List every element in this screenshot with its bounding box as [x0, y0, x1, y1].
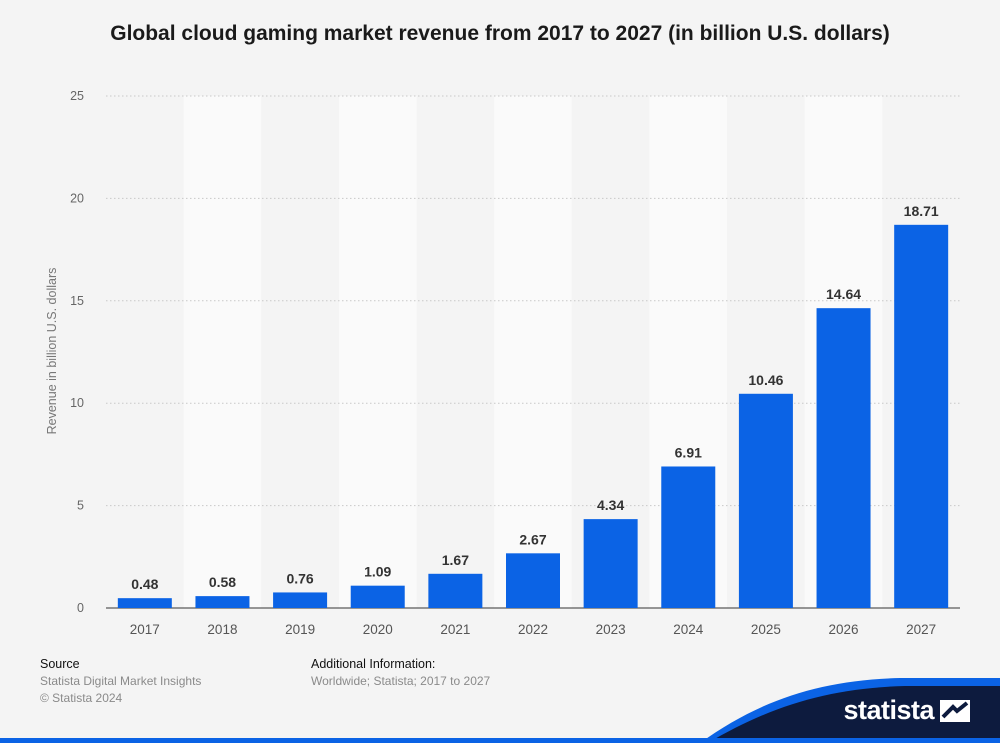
bar[interactable] [661, 466, 716, 608]
source-block: Source Statista Digital Market Insights … [40, 656, 201, 707]
data-label: 18.71 [904, 203, 939, 219]
bar[interactable] [195, 596, 250, 608]
column-band [183, 96, 262, 608]
y-tick-label: 15 [70, 294, 84, 308]
copyright-line: © Statista 2024 [40, 691, 123, 705]
bar[interactable] [816, 308, 871, 608]
column-band [494, 96, 572, 608]
x-tick-label: 2020 [363, 622, 393, 637]
bar[interactable] [117, 598, 172, 608]
bar[interactable] [506, 553, 560, 608]
y-tick-label: 0 [77, 601, 84, 615]
bar[interactable] [350, 585, 405, 608]
x-tick-label: 2021 [440, 622, 470, 637]
bar[interactable] [894, 224, 949, 608]
data-label: 1.09 [364, 564, 391, 580]
y-tick-label: 10 [70, 396, 84, 410]
bar[interactable] [428, 573, 483, 608]
x-tick-label: 2024 [673, 622, 704, 637]
data-label: 1.67 [442, 552, 469, 568]
data-label: 0.48 [131, 576, 158, 592]
x-tick-label: 2022 [518, 622, 548, 637]
column-band [338, 96, 417, 608]
y-axis-label: Revenue in billion U.S. dollars [45, 268, 59, 435]
data-label: 4.34 [597, 497, 624, 513]
x-tick-label: 2026 [829, 622, 859, 637]
bar[interactable] [738, 393, 793, 608]
source-heading: Source [40, 657, 80, 671]
y-tick-label: 20 [70, 191, 84, 205]
x-tick-label: 2017 [130, 622, 160, 637]
chart-title: Global cloud gaming market revenue from … [110, 22, 890, 45]
data-label: 6.91 [675, 444, 702, 460]
data-label: 0.76 [286, 570, 313, 586]
y-tick-label: 5 [77, 499, 84, 513]
y-tick-label: 25 [70, 89, 84, 103]
column-band [106, 96, 184, 608]
bar[interactable] [273, 592, 328, 608]
x-tick-label: 2025 [751, 622, 781, 637]
additional-info-text: Worldwide; Statista; 2017 to 2027 [311, 674, 491, 688]
additional-info-heading: Additional Information: [311, 657, 436, 671]
data-label: 0.58 [209, 574, 236, 590]
x-tick-label: 2018 [207, 622, 237, 637]
additional-info-block: Additional Information: Worldwide; Stati… [311, 656, 490, 690]
x-tick-label: 2023 [596, 622, 626, 637]
bar[interactable] [583, 519, 638, 608]
x-tick-label: 2019 [285, 622, 315, 637]
column-band [261, 96, 339, 608]
column-band [416, 96, 495, 608]
x-tick-label: 2027 [906, 622, 936, 637]
statista-mark-icon [940, 699, 970, 722]
data-label: 14.64 [826, 286, 861, 302]
data-label: 10.46 [748, 372, 783, 388]
data-label: 2.67 [519, 531, 546, 547]
statista-logo[interactable]: statista [843, 695, 970, 726]
source-line: Statista Digital Market Insights [40, 674, 202, 688]
brand-name: statista [843, 695, 934, 725]
